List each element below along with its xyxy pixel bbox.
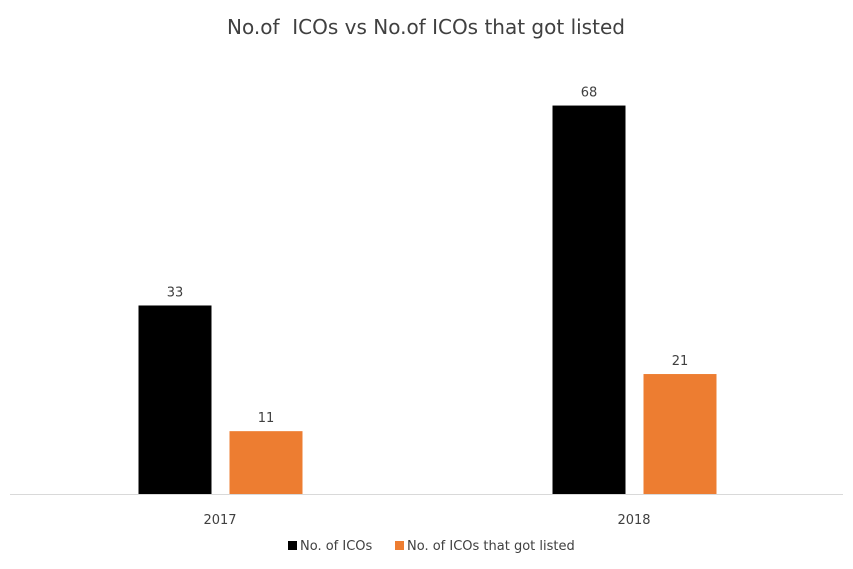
x-tick-label-2018: 2018 [617, 513, 650, 528]
data-labels-group: 33 11 68 21 [167, 86, 689, 427]
bar-2017-series-2 [229, 431, 303, 494]
bar-2017-series-1 [138, 305, 212, 494]
x-tick-label-2017: 2017 [203, 513, 236, 528]
chart-title: No.of ICOs vs No.of ICOs that got listed [227, 15, 625, 39]
legend-item-series-1: No. of ICOs [288, 539, 373, 554]
data-label-2018-series-1: 68 [581, 86, 598, 101]
legend-swatch-series-1 [288, 541, 297, 550]
bar-2018-series-2 [643, 374, 717, 494]
data-label-2018-series-2: 21 [672, 354, 689, 369]
legend-swatch-series-2 [395, 541, 404, 550]
data-label-2017-series-2: 11 [258, 411, 275, 426]
data-label-2017-series-1: 33 [167, 285, 184, 300]
legend-label-series-1: No. of ICOs [300, 539, 373, 554]
bars-group [138, 105, 717, 495]
legend-label-series-2: No. of ICOs that got listed [407, 539, 575, 554]
legend-item-series-2: No. of ICOs that got listed [395, 539, 575, 554]
bar-2018-series-1 [552, 105, 626, 495]
legend: No. of ICOs No. of ICOs that got listed [288, 539, 575, 554]
x-tick-labels-group: 2017 2018 [203, 513, 650, 528]
